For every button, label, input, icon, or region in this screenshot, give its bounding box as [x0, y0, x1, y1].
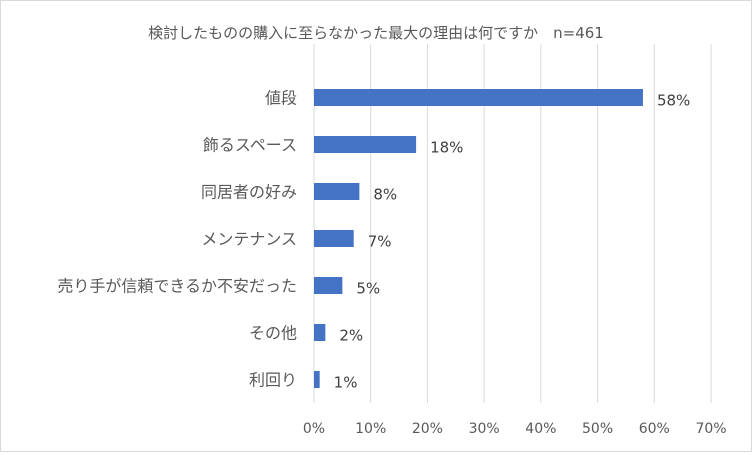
data-label: 58%: [657, 92, 690, 110]
x-tick-label: 0%: [303, 421, 325, 437]
category-label: その他: [249, 324, 297, 343]
category-label: 飾るスペース: [203, 136, 297, 155]
bars: [314, 89, 643, 388]
x-tick-label: 30%: [469, 421, 500, 437]
x-tick-label: 10%: [355, 421, 386, 437]
data-label: 18%: [430, 139, 463, 157]
x-tick-label: 40%: [525, 421, 556, 437]
bar: [314, 324, 326, 341]
bar: [314, 277, 343, 294]
data-label: 1%: [334, 374, 358, 392]
bar: [314, 230, 354, 247]
bar: [314, 183, 360, 200]
chart-title: 検討したものの購入に至らなかった最大の理由は何ですか n=461: [148, 24, 604, 42]
data-label: 2%: [339, 327, 363, 345]
data-label: 5%: [356, 280, 380, 298]
data-label: 7%: [368, 233, 392, 251]
x-tick-label: 50%: [582, 421, 613, 437]
category-labels: 値段飾るスペース同居者の好みメンテナンス売り手が信頼できるか不安だったその他利回…: [57, 89, 297, 390]
x-tick-label: 20%: [412, 421, 443, 437]
x-tick-labels: 0% 10% 20% 30% 40% 50% 60% 70%: [303, 421, 727, 437]
category-label: 売り手が信頼できるか不安だった: [57, 277, 297, 296]
category-label: 値段: [265, 89, 297, 108]
x-tick-label: 60%: [639, 421, 670, 437]
x-tick-label: 70%: [695, 421, 726, 437]
bar: [314, 371, 320, 388]
data-label: 8%: [373, 186, 397, 204]
category-label: 利回り: [249, 371, 297, 390]
bar: [314, 89, 643, 106]
value-labels: 58% 18% 8% 7% 5% 2% 1%: [334, 92, 691, 392]
category-label: メンテナンス: [201, 230, 297, 249]
category-label: 同居者の好み: [201, 183, 297, 202]
bar: [314, 136, 417, 153]
